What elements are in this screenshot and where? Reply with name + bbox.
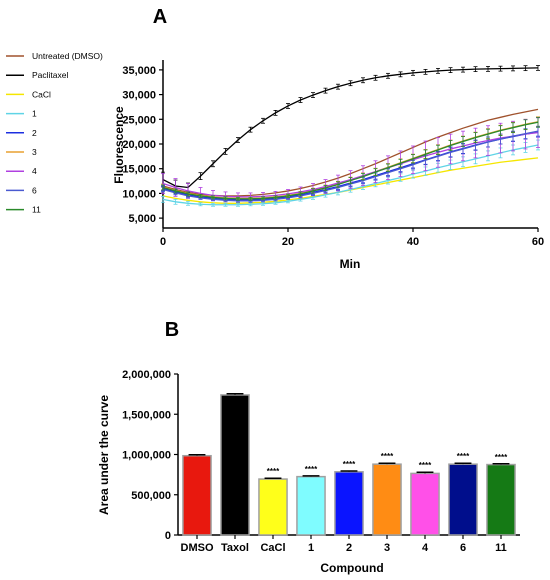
b-x-tick-label: 4 xyxy=(422,542,429,554)
b-x-tick-label: 3 xyxy=(384,542,390,554)
panel-a-line-chart: A Untreated (DMSO)PaclitaxelCaCl1234611 … xyxy=(6,6,544,271)
significance-stars: **** xyxy=(495,453,508,462)
b-x-tick-label: 6 xyxy=(460,542,466,554)
legend-label: 4 xyxy=(32,166,37,176)
a-series-1 xyxy=(161,65,540,193)
a-series-line xyxy=(162,121,539,200)
bar-4 xyxy=(410,472,440,536)
a-x-tick-label: 0 xyxy=(160,236,166,248)
significance-stars: **** xyxy=(267,467,280,476)
a-x-tick-label: 20 xyxy=(282,236,294,248)
bar-6 xyxy=(448,463,478,536)
a-y-ticks: 5,000 10,000 15,000 20,000 25,000 30,000 35,00… xyxy=(122,65,163,225)
a-y-tick-label: 10,000 xyxy=(122,188,156,200)
b-x-axis-title: Compound xyxy=(320,561,383,575)
legend-label: Paclitaxel xyxy=(32,70,68,80)
a-y-tick-label: 30,000 xyxy=(122,90,156,102)
panel-b-bar-chart: B 0 500,000 1,000,000 1,500,000 2,000,000 DM… xyxy=(97,319,520,575)
a-x-tick-label: 40 xyxy=(407,236,419,248)
legend-label: 1 xyxy=(32,109,37,119)
legend-label: Untreated (DMSO) xyxy=(32,51,103,61)
a-y-tick-label: 5,000 xyxy=(128,213,156,225)
b-y-tick-label: 0 xyxy=(165,530,171,542)
panel-b-label: B xyxy=(165,319,179,341)
a-y-tick-label: 25,000 xyxy=(122,114,156,126)
a-series-line xyxy=(162,144,539,206)
legend-label: CaCl xyxy=(32,89,51,99)
b-y-ticks: 0 500,000 1,000,000 1,500,000 2,000,000 xyxy=(122,369,178,542)
significance-stars: **** xyxy=(343,460,356,469)
b-y-tick-label: 1,500,000 xyxy=(122,409,171,421)
b-x-tick-label: 1 xyxy=(308,542,314,554)
b-x-tick-label: DMSO xyxy=(181,542,214,554)
a-y-tick-label: 15,000 xyxy=(122,164,156,176)
a-x-ticks: 0 20 40 60 xyxy=(160,228,544,248)
significance-stars: **** xyxy=(381,452,394,461)
significance-stars: **** xyxy=(305,465,318,474)
bar-3 xyxy=(372,463,402,536)
b-x-tick-label: 11 xyxy=(495,542,507,554)
legend-label: 6 xyxy=(32,185,37,195)
b-bars-group: DMSO Taxol CaCl **** 1 **** 2 **** 3 **** 4 **** 6 **… xyxy=(181,392,516,554)
a-y-tick-label: 20,000 xyxy=(122,139,156,151)
panel-a-label: A xyxy=(153,6,167,28)
significance-stars: **** xyxy=(457,452,470,461)
legend-label: 3 xyxy=(32,147,37,157)
b-y-tick-label: 2,000,000 xyxy=(122,369,171,381)
a-y-axis-title: Fluorescence xyxy=(112,106,126,184)
bar-11 xyxy=(486,463,516,536)
legend-label: 11 xyxy=(32,205,41,215)
a-x-axis-title: Min xyxy=(340,257,361,271)
a-series-line xyxy=(162,67,539,189)
bar-DMSO xyxy=(182,454,212,536)
bar-2 xyxy=(334,471,364,536)
a-series-group xyxy=(161,65,540,207)
b-x-tick-label: 2 xyxy=(346,542,352,554)
b-x-tick-label: Taxol xyxy=(221,542,249,554)
bar-1 xyxy=(296,475,326,536)
legend-label: 2 xyxy=(32,128,37,138)
bar-CaCl xyxy=(258,478,288,536)
b-x-tick-label: CaCl xyxy=(260,542,285,554)
a-series-line xyxy=(162,130,539,202)
b-y-tick-label: 500,000 xyxy=(131,490,171,502)
a-series-8 xyxy=(161,116,540,201)
bar-Taxol xyxy=(220,394,250,536)
panel-a-legend: Untreated (DMSO) Paclitaxel CaCl 1 2 3 4 6 11 xyxy=(6,51,103,215)
b-y-tick-label: 1,000,000 xyxy=(122,450,171,462)
significance-stars: **** xyxy=(419,461,432,470)
b-y-axis-title: Area under the curve xyxy=(97,395,111,515)
a-x-tick-label: 60 xyxy=(532,236,544,248)
a-y-tick-label: 35,000 xyxy=(122,65,156,77)
